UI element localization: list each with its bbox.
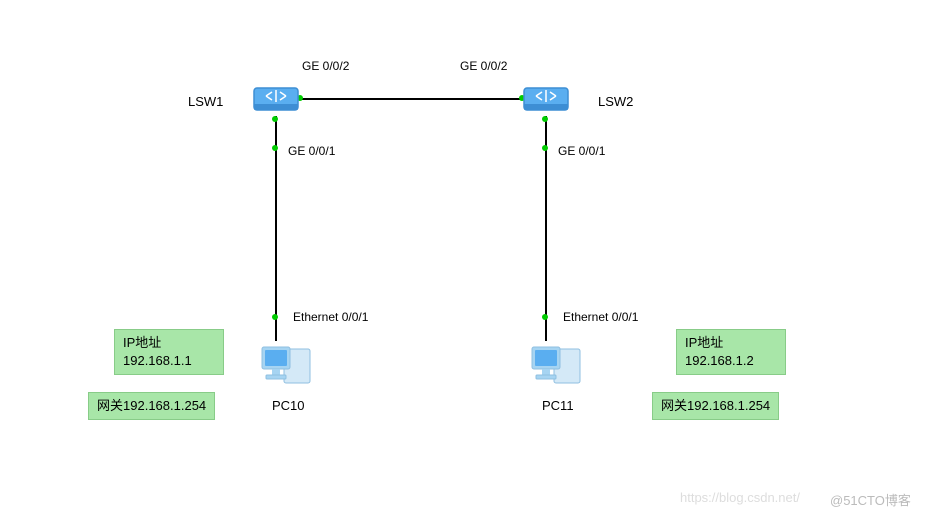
- port-dot: [542, 116, 548, 122]
- port-dot: [542, 314, 548, 320]
- pc11-gw-label: 网关: [661, 398, 687, 413]
- pc11-ip-box: IP地址 192.168.1.2: [676, 329, 786, 375]
- pc10-ip-label: IP地址: [123, 335, 161, 350]
- port-lsw2-ge002: GE 0/0/2: [460, 59, 507, 73]
- switch-lsw2-icon: [522, 82, 570, 116]
- port-dot: [272, 314, 278, 320]
- pc10-ip-value: 192.168.1.1: [123, 353, 192, 368]
- pc10-ip-box: IP地址 192.168.1.1: [114, 329, 224, 375]
- port-pc11-eth: Ethernet 0/0/1: [563, 310, 638, 324]
- pc11-gw-value: 192.168.1.254: [687, 398, 770, 413]
- pc11-icon: [528, 341, 584, 397]
- pc10-gw-box: 网关192.168.1.254: [88, 392, 215, 420]
- port-lsw2-ge001: GE 0/0/1: [558, 144, 605, 158]
- lsw2-label: LSW2: [598, 94, 633, 109]
- pc11-ip-label: IP地址: [685, 335, 723, 350]
- port-dot: [542, 145, 548, 151]
- pc11-label: PC11: [542, 398, 574, 413]
- link-lsw1-lsw2: [300, 98, 522, 100]
- pc11-ip-value: 192.168.1.2: [685, 353, 754, 368]
- port-dot: [272, 145, 278, 151]
- pc10-gw-value: 192.168.1.254: [123, 398, 206, 413]
- port-pc10-eth: Ethernet 0/0/1: [293, 310, 368, 324]
- watermark-right: @51CTO博客: [830, 490, 911, 509]
- pc10-label: PC10: [272, 398, 305, 413]
- pc10-icon: [258, 341, 314, 397]
- switch-lsw1-icon: [252, 82, 300, 116]
- pc10-gw-label: 网关: [97, 398, 123, 413]
- port-lsw1-ge002: GE 0/0/2: [302, 59, 349, 73]
- watermark-left: https://blog.csdn.net/: [680, 490, 800, 505]
- lsw1-label: LSW1: [188, 94, 223, 109]
- pc11-gw-box: 网关192.168.1.254: [652, 392, 779, 420]
- port-lsw1-ge001: GE 0/0/1: [288, 144, 335, 158]
- port-dot: [272, 116, 278, 122]
